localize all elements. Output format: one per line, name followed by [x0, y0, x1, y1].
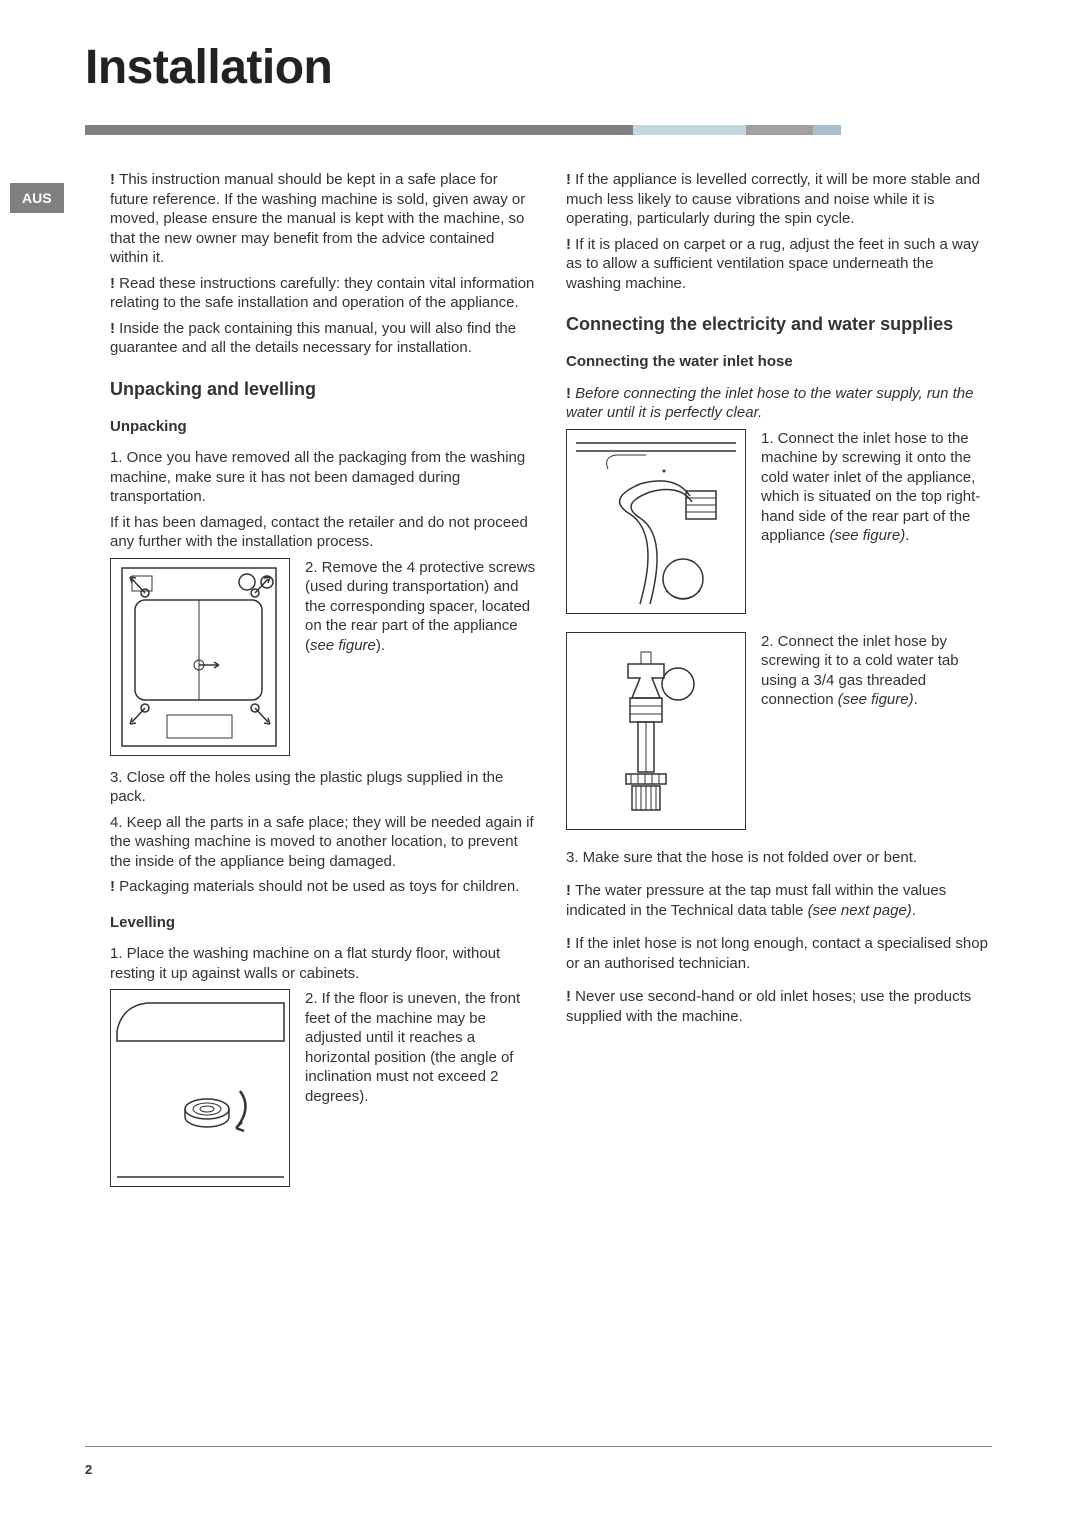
heading-unpacking-levelling: Unpacking and levelling — [110, 378, 536, 401]
intro-note-1: This instruction manual should be kept i… — [110, 170, 536, 268]
inlet-step-1: 1. Connect the inlet hose to the machine… — [761, 429, 992, 546]
page-title: Installation — [85, 40, 992, 95]
subheading-unpacking: Unpacking — [110, 417, 536, 437]
intro-note-2: Read these instructions carefully: they … — [110, 274, 536, 313]
unpacking-step-1: 1. Once you have removed all the packagi… — [110, 448, 536, 507]
figure-inlet-tap — [566, 632, 746, 830]
unpacking-step-2: 2. Remove the 4 protective screws (used … — [305, 558, 536, 656]
inlet-step-3: 3. Make sure that the hose is not folded… — [566, 848, 992, 868]
unpacking-step-1b: If it has been damaged, contact the reta… — [110, 513, 536, 552]
unpacking-step-4: 4. Keep all the parts in a safe place; t… — [110, 813, 536, 872]
inlet-step-2: 2. Connect the inlet hose by screwing it… — [761, 632, 992, 710]
levelling-step-1: 1. Place the washing machine on a flat s… — [110, 944, 536, 983]
inlet-warning-length: If the inlet hose is not long enough, co… — [566, 934, 992, 973]
left-column: This instruction manual should be kept i… — [110, 170, 536, 1199]
heading-connecting: Connecting the electricity and water sup… — [566, 313, 992, 336]
language-badge: AUS — [10, 183, 64, 213]
inlet-warning-pressure: The water pressure at the tap must fall … — [566, 881, 992, 920]
page-number: 2 — [85, 1462, 92, 1477]
level-note-2: If it is placed on carpet or a rug, adju… — [566, 235, 992, 294]
inlet-warning-old-hoses: Never use second-hand or old inlet hoses… — [566, 987, 992, 1026]
intro-note-3: Inside the pack containing this manual, … — [110, 319, 536, 358]
figure-levelling-foot — [110, 989, 290, 1187]
unpacking-step-3: 3. Close off the holes using the plastic… — [110, 768, 536, 807]
figure-rear-panel — [110, 558, 290, 756]
subheading-inlet-hose: Connecting the water inlet hose — [566, 352, 992, 372]
subheading-levelling: Levelling — [110, 913, 536, 933]
figure-inlet-machine — [566, 429, 746, 614]
footer-rule — [85, 1446, 992, 1447]
accent-bar — [85, 125, 992, 135]
inlet-precaution: ! Before connecting the inlet hose to th… — [566, 384, 992, 423]
right-column: If the appliance is levelled correctly, … — [566, 170, 992, 1199]
level-note-1: If the appliance is levelled correctly, … — [566, 170, 992, 229]
levelling-step-2: 2. If the floor is uneven, the front fee… — [305, 989, 536, 1106]
unpacking-warning: Packaging materials should not be used a… — [110, 877, 536, 897]
